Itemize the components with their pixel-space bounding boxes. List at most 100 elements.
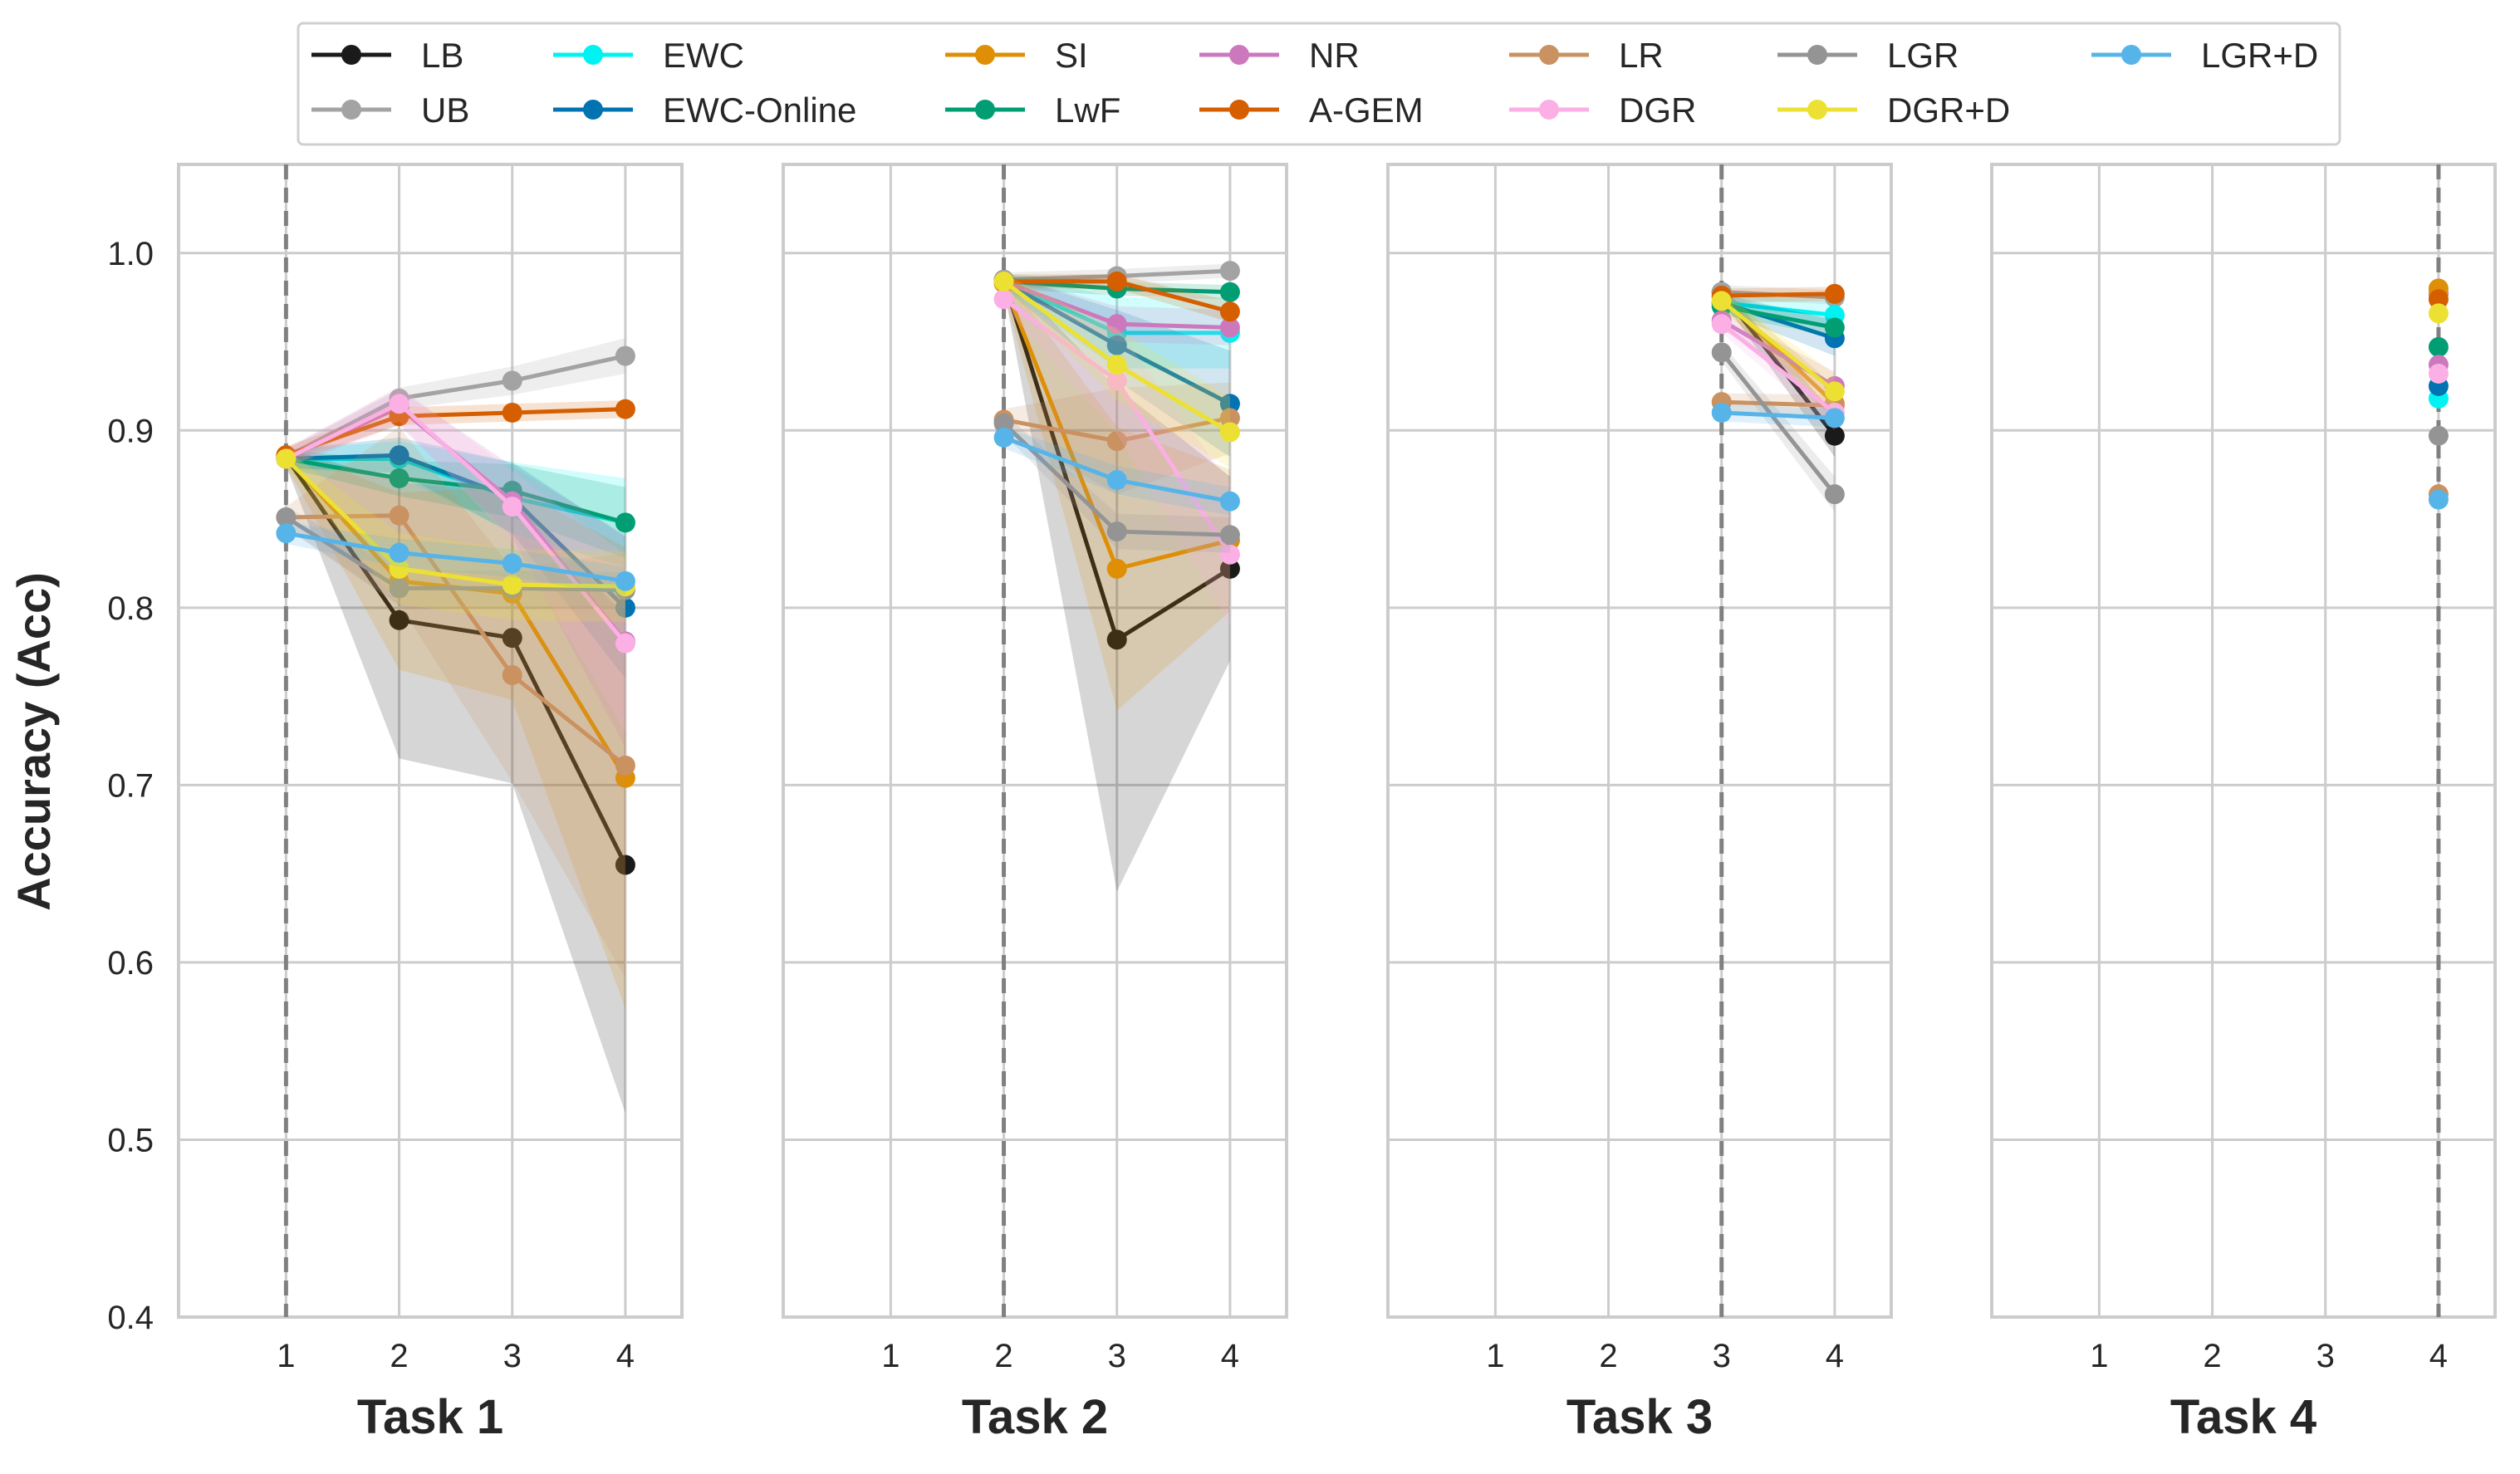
x-tick-label: 3 (2317, 1338, 2335, 1374)
legend-item: DGR (1509, 91, 1696, 130)
legend-item: LGR (1777, 36, 1959, 75)
series-band-LwF (286, 449, 625, 559)
data-point-LwF (615, 512, 635, 533)
data-point-LGR+D (502, 553, 522, 574)
legend-label: DGR+D (1887, 91, 2010, 130)
legend-item: A-GEM (1199, 91, 1424, 130)
legend-item: LGR+D (2091, 36, 2318, 75)
series-band-NR (1721, 311, 1835, 401)
data-point-A-GEM (615, 399, 635, 419)
data-point-DGR+D (993, 271, 1014, 291)
legend-dot-marker (975, 100, 995, 120)
legend-dot-marker (1539, 45, 1559, 65)
legend-dot-marker (2121, 45, 2141, 65)
data-point-DGR (1106, 370, 1127, 391)
data-point-LGR (1824, 484, 1845, 505)
x-tick-label: 2 (1599, 1338, 1617, 1374)
panel-title: Task 2 (962, 1390, 1108, 1444)
data-point-A-GEM (502, 402, 522, 423)
legend-label: SI (1055, 36, 1088, 75)
series-group (993, 261, 1240, 892)
data-point-LGR (993, 413, 1014, 433)
data-point-LGR+D (1106, 470, 1127, 491)
panel-task-3: 1 2 3 4 Task 3 (1386, 163, 1893, 1444)
series-group (276, 338, 635, 1114)
panel-frame (1990, 163, 2497, 1319)
legend-item: DGR+D (1777, 91, 2010, 130)
legend-label: EWC-Online (663, 91, 856, 130)
x-tick-label: 1 (881, 1338, 900, 1374)
legend-item: NR (1199, 36, 1360, 75)
data-point-A-GEM (2428, 289, 2449, 310)
data-point-UB (502, 370, 522, 391)
legend-dot-marker (341, 45, 361, 65)
x-tick-label: 2 (390, 1338, 408, 1374)
x-tick-label: 4 (616, 1338, 635, 1374)
legend-item: LwF (945, 91, 1120, 130)
series-band-LB (286, 448, 625, 1114)
series-band-LR (286, 427, 625, 979)
data-point-LB (1219, 558, 1240, 579)
series-line-A-GEM (1721, 291, 1835, 298)
legend-dot-marker (583, 45, 603, 65)
data-point-LGR (1219, 525, 1240, 546)
x-tick-label: 1 (2090, 1338, 2108, 1374)
y-tick-label: 1.0 (107, 236, 154, 272)
legend-label: LGR+D (2201, 36, 2318, 75)
data-point-UB (1219, 261, 1240, 282)
series-line-DGR (285, 401, 627, 645)
legend-item: LR (1509, 36, 1664, 75)
panel-title: Task 4 (2170, 1390, 2317, 1444)
y-tick-label: 0.4 (107, 1300, 154, 1336)
data-point-LGR (389, 578, 409, 599)
series-line-LR (1721, 399, 1835, 408)
data-point-LwF (389, 468, 409, 488)
panel-task-1: 0.4 0.5 0.6 0.7 0.8 0.9 1.0 1 2 3 4 Task 1 (107, 163, 684, 1444)
panel-frame (782, 163, 1288, 1319)
series-line-DGR (1720, 322, 1836, 414)
data-point-LB (1106, 629, 1127, 650)
legend-dot-marker (583, 100, 603, 120)
series-band-LGR (286, 507, 625, 608)
data-point-LGR+D (1711, 402, 1732, 423)
series-band-A-GEM (286, 400, 625, 464)
data-point-LR (1106, 431, 1127, 452)
data-point-LGR+D (2428, 489, 2449, 510)
legend-label: EWC (663, 36, 744, 75)
data-point-LGR+D (276, 523, 297, 544)
data-point-EWC-Online (389, 445, 409, 466)
data-point-LR (1219, 408, 1240, 428)
data-point-DGR (502, 497, 522, 517)
series-band-UB (286, 338, 625, 467)
data-point-LGR+D (1824, 408, 1845, 428)
data-point-DGR+D (1824, 381, 1845, 402)
panel-task-2: 1 2 3 4 Task 2 (782, 163, 1288, 1444)
series-line-DGR+D (1720, 299, 1836, 394)
legend-label: LR (1619, 36, 1664, 75)
data-point-LGR (276, 507, 297, 527)
legend-label: LB (421, 36, 463, 75)
legend-item: UB (311, 91, 469, 130)
data-point-LwF (1824, 317, 1845, 338)
legend-label: DGR (1619, 91, 1696, 130)
series-line-LB (284, 455, 628, 866)
panel-frame (177, 163, 684, 1319)
series-group (1711, 282, 1845, 512)
legend-dot-marker (1539, 100, 1559, 120)
data-point-A-GEM (1219, 301, 1240, 322)
legend-dot-marker (1229, 100, 1249, 120)
legend-dot-marker (975, 45, 995, 65)
panel-title: Task 3 (1566, 1390, 1713, 1444)
data-point-A-GEM (1106, 271, 1127, 291)
series-line-DGR+D (284, 457, 625, 589)
panel-frame (1386, 163, 1893, 1319)
data-point-DGR+D (502, 575, 522, 595)
data-point-LR (502, 664, 522, 685)
series-line-UB (285, 354, 626, 459)
data-point-DGR+D (2428, 303, 2449, 324)
series-group (2428, 278, 2449, 510)
series-band-EWC-Online (1721, 293, 1835, 356)
series-line-EWC (1721, 301, 1836, 317)
series-band-SI (1003, 274, 1230, 711)
legend-dot-marker (341, 100, 361, 120)
